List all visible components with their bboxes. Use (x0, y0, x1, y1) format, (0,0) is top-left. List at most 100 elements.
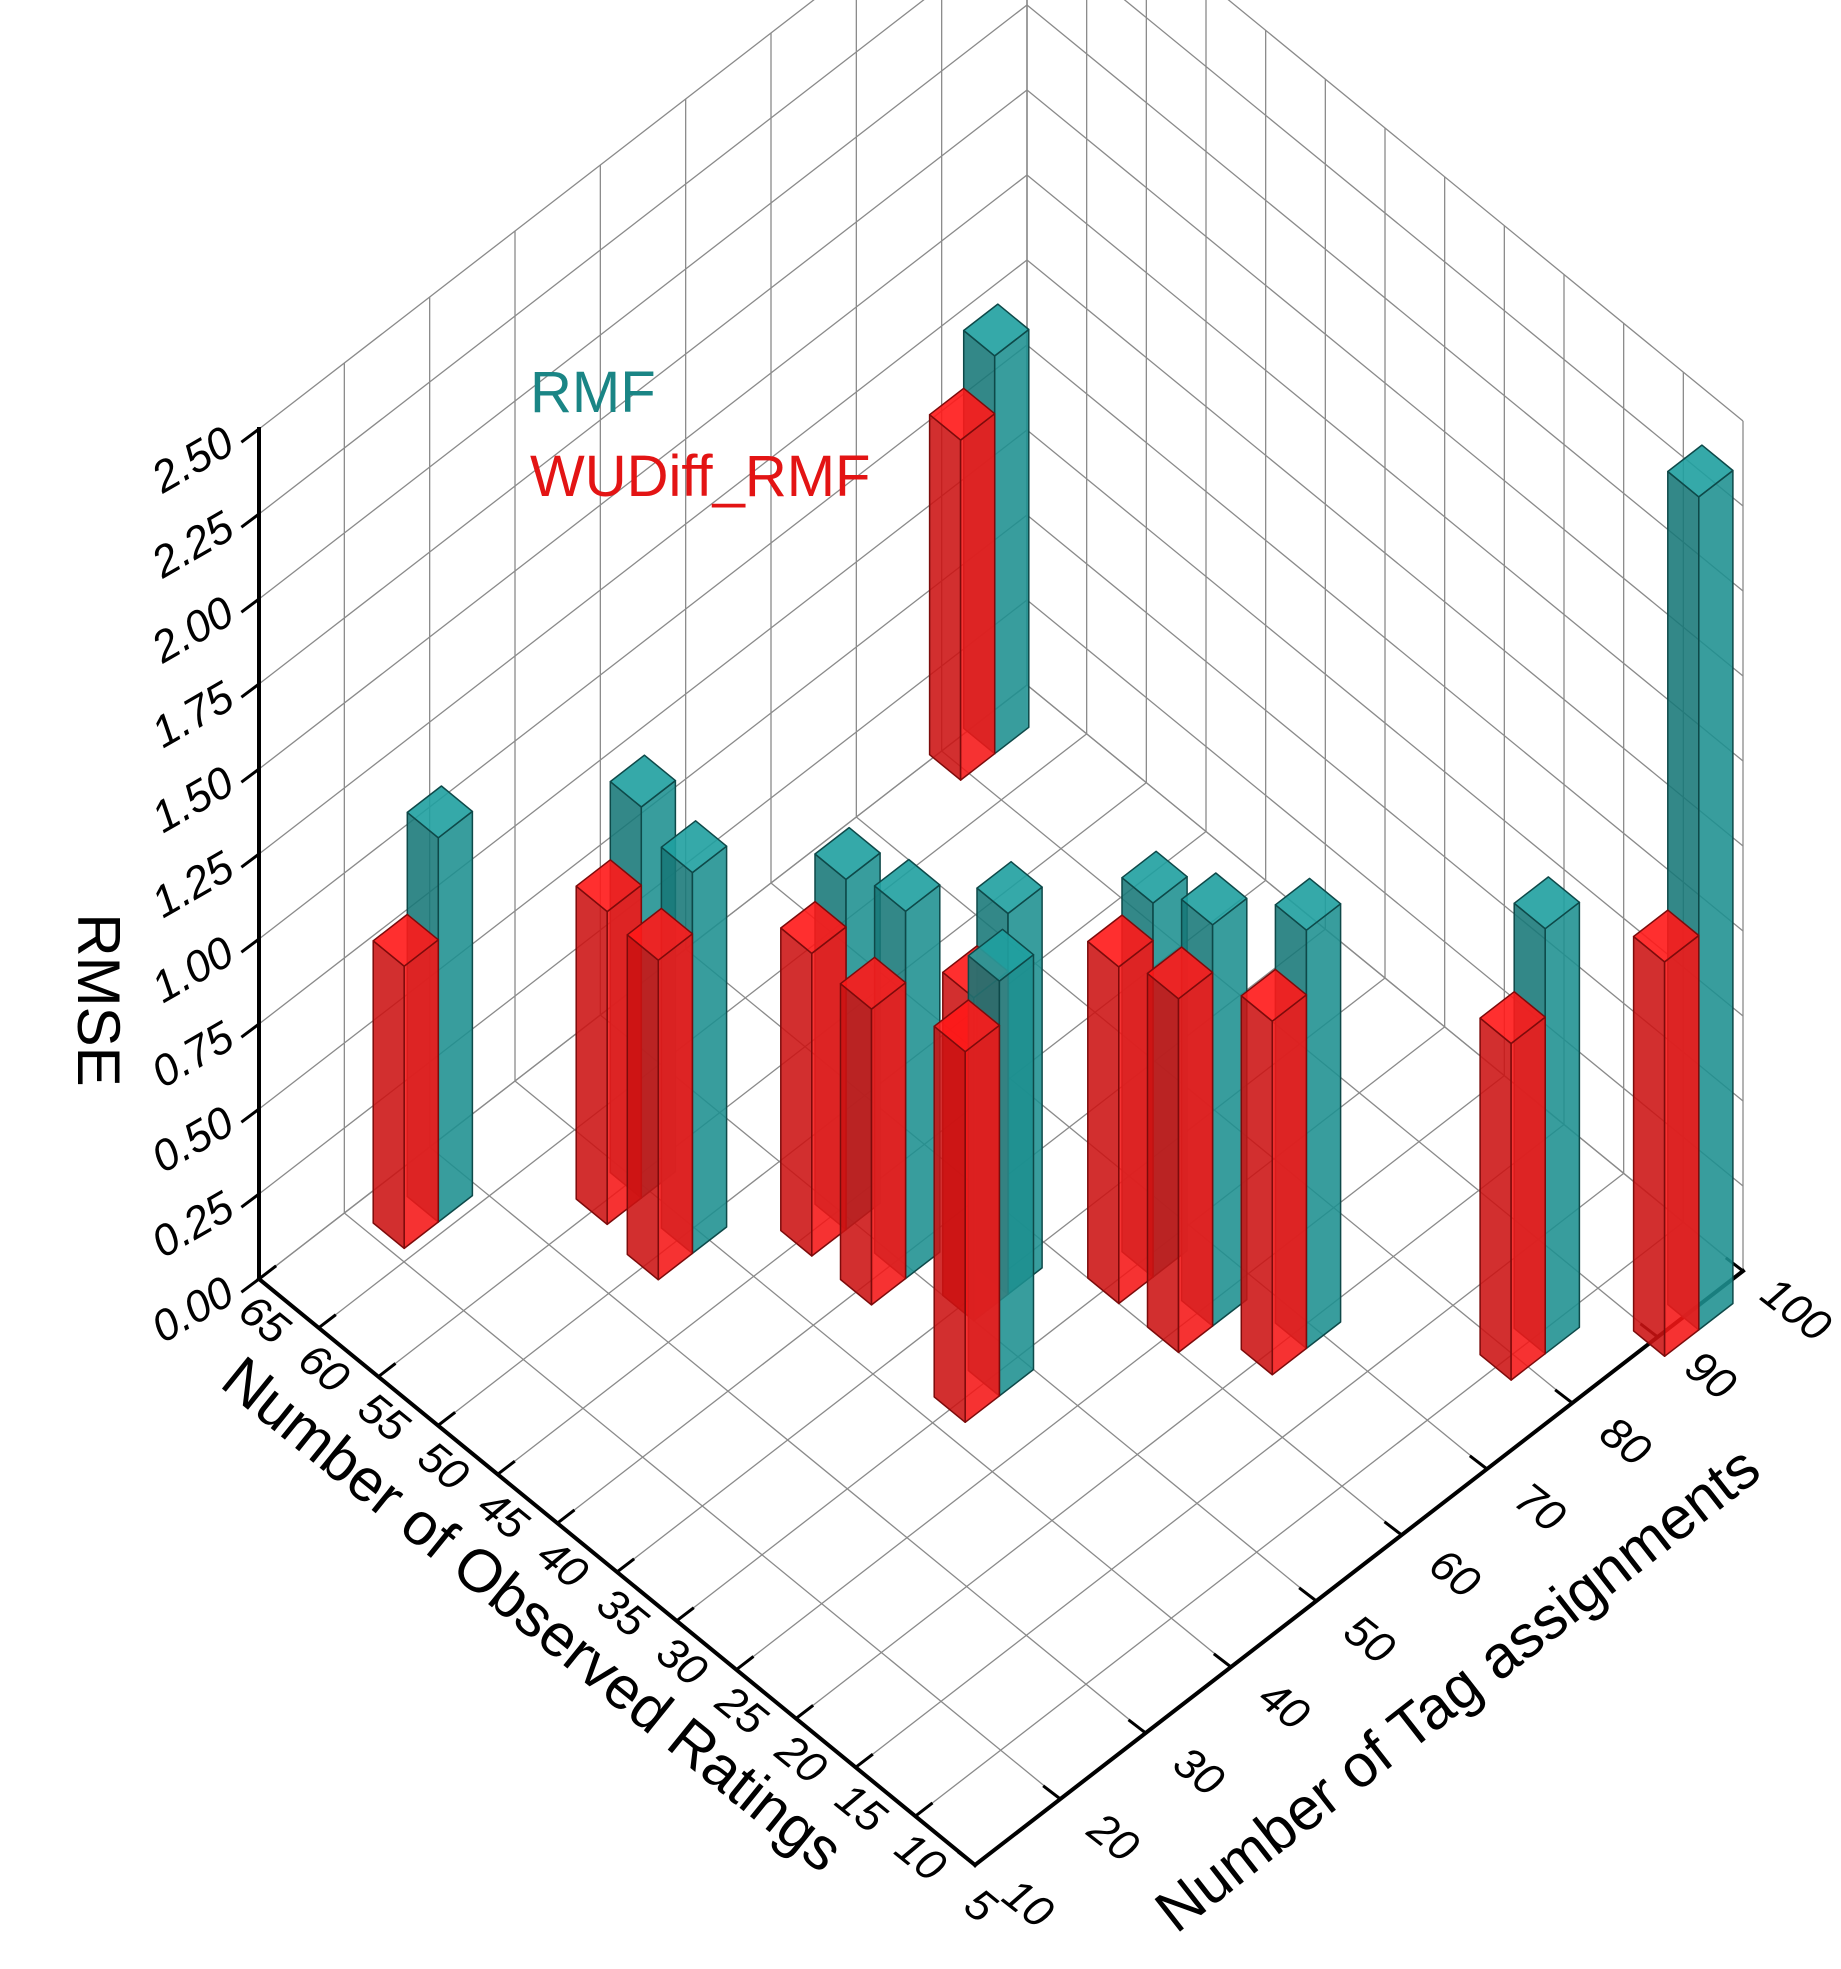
wall-grid-line (1026, 429, 1744, 1017)
y-axis-title: Number of Tag assignments (1143, 1433, 1772, 1945)
bar-face (1146, 972, 1180, 1354)
bar-face (1510, 1016, 1546, 1381)
x-tick (914, 1801, 934, 1818)
x-tick (854, 1752, 874, 1769)
z-tick (240, 682, 260, 699)
bar-top (1087, 914, 1154, 968)
wall-grid-line (1026, 4, 1744, 592)
z-tick-label: 2.00 (142, 587, 242, 673)
x-tick (317, 1313, 337, 1330)
z-tick (240, 937, 260, 954)
y-tick-label: 40 (1250, 1671, 1319, 1740)
wall-grid-line (258, 259, 1028, 855)
bar-wudiff-rmf (1240, 968, 1308, 1376)
wall-grid-line (1026, 684, 1744, 1272)
wall-grid-line (1123, 0, 1744, 507)
bar-wudiff-rmf (780, 900, 847, 1257)
bar-face (1087, 940, 1120, 1305)
bar-top (1632, 909, 1700, 963)
x-tick (616, 1557, 636, 1574)
bar-face (575, 885, 608, 1226)
x-axis-title: Number of Observed Ratings (210, 1344, 856, 1885)
y-tick (1212, 1652, 1232, 1669)
wall-grid-line (1026, 599, 1744, 1187)
bar-top (962, 303, 1030, 357)
bar-face (870, 981, 907, 1306)
x-tick (258, 1264, 278, 1281)
bar-top (873, 858, 941, 913)
z-tick (240, 597, 260, 614)
wall-grid-line (1227, 0, 1744, 422)
y-tick-label: 30 (1164, 1737, 1233, 1806)
z-tick-label: 1.00 (143, 927, 242, 1013)
z-tick (240, 1107, 260, 1124)
bar-top (609, 754, 677, 808)
bar-top (1180, 872, 1248, 926)
bars (372, 303, 1734, 1424)
x-tick (974, 1850, 994, 1867)
bar-top (1274, 877, 1342, 931)
wall-grid-line (258, 89, 1028, 685)
x-tick (556, 1508, 576, 1525)
z-tick-label: 1.50 (143, 757, 242, 843)
bar-top (1513, 876, 1581, 930)
z-tick-label: 2.25 (142, 502, 242, 588)
x-tick (437, 1411, 457, 1427)
bar-wudiff-rmf (933, 999, 1001, 1424)
y-axis-line (972, 1268, 1746, 1868)
x-tick-label: 65 (230, 1285, 299, 1354)
y-tick (1127, 1718, 1147, 1735)
bar-face (657, 933, 694, 1281)
bar-top (976, 860, 1043, 915)
bar-face (372, 940, 405, 1250)
z-tick-label: 1.75 (143, 672, 242, 758)
bar-face (1305, 903, 1342, 1350)
bar-top (933, 999, 1001, 1053)
z-tick-label: 2.50 (142, 417, 242, 503)
z-tick (240, 852, 260, 869)
bar-face (691, 845, 728, 1255)
x-tick (377, 1362, 397, 1378)
floor-grid-line (343, 1212, 1061, 1800)
z-tick (240, 1022, 260, 1039)
bar-face (1479, 1017, 1512, 1381)
axes (240, 0, 1746, 1868)
bar-face (933, 1025, 966, 1424)
z-axis-title: RMSE (65, 913, 132, 1086)
legend: RMF WUDiff_RMF (530, 360, 870, 509)
y-tick (1468, 1454, 1488, 1471)
y-tick-label: 90 (1676, 1341, 1745, 1410)
floor-grid-line (795, 1123, 1565, 1720)
z-tick (240, 512, 260, 529)
x-tick (735, 1655, 755, 1671)
bar-face (998, 953, 1035, 1397)
bar-face (437, 810, 474, 1223)
bar-face (1698, 469, 1734, 1331)
y-tick-label: 100 (1752, 1268, 1840, 1352)
y-tick-label: 70 (1506, 1473, 1575, 1542)
z-tick-label: 0.50 (143, 1097, 242, 1183)
wall-grid-line (258, 4, 1028, 600)
bar-top (780, 900, 847, 955)
bar-face (1663, 934, 1700, 1358)
bar-wudiff-rmf (839, 956, 907, 1306)
x-tick (675, 1606, 695, 1623)
bar-face (1271, 994, 1308, 1376)
bar-top (1146, 946, 1214, 1000)
wall-grid-line (258, 0, 925, 515)
bar-top (660, 820, 728, 874)
z-tick (240, 427, 260, 444)
bar-top (575, 859, 643, 913)
bar-top (839, 956, 907, 1010)
bar-wudiff-rmf (1087, 914, 1154, 1305)
y-tick-label: 50 (1335, 1605, 1404, 1674)
bar-top (967, 928, 1035, 982)
y-tick-label: 80 (1591, 1407, 1660, 1476)
bar-face (993, 328, 1030, 755)
z-tick (240, 1192, 260, 1209)
wall-grid-line (1026, 174, 1744, 762)
x-tick (795, 1704, 815, 1720)
bar-face (626, 934, 660, 1281)
wall-grid-line (258, 0, 815, 430)
y-tick-label: 20 (1078, 1803, 1148, 1873)
